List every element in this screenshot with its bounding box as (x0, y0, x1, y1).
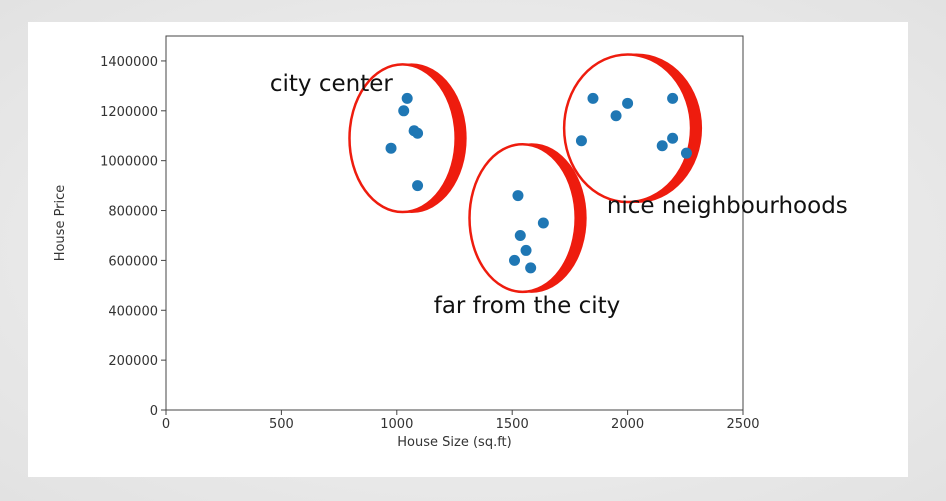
data-point (525, 262, 537, 274)
data-point (512, 190, 524, 202)
x-tick-label: 0 (162, 417, 170, 432)
y-tick-label: 600000 (108, 254, 158, 269)
data-point (514, 229, 526, 241)
data-point (610, 110, 622, 122)
data-point (667, 132, 679, 144)
cluster-circles (348, 53, 703, 294)
y-tick-label: 200000 (108, 354, 158, 369)
data-point (412, 180, 424, 192)
data-point (667, 92, 679, 104)
cluster-annotation: far from the city (434, 293, 621, 319)
data-point (520, 244, 532, 256)
data-point (398, 105, 410, 117)
data-point (680, 147, 692, 159)
data-point (401, 92, 413, 104)
y-axis-label: House Price (53, 185, 68, 262)
x-axis-ticks: 0 500 1000 1500 2000 2500 (162, 410, 760, 432)
x-axis-label: House Size (sq.ft) (397, 435, 511, 450)
scatter-chart: 0 500 1000 1500 2000 2500 0 200000 400000 600000… (53, 35, 848, 450)
x-tick-label: 500 (269, 417, 294, 432)
slide-card: 0 500 1000 1500 2000 2500 0 200000 400000 600000… (28, 22, 908, 477)
x-tick-label: 1500 (496, 417, 529, 432)
data-point (385, 142, 397, 154)
y-axis-ticks: 0 200000 400000 600000 800000 1000000 1200000 1… (100, 55, 166, 419)
data-point (412, 127, 424, 139)
y-tick-label: 1400000 (100, 55, 158, 70)
cluster-circle (468, 142, 577, 294)
data-point (575, 135, 587, 147)
data-point (537, 217, 549, 229)
x-tick-label: 1000 (380, 417, 413, 432)
cluster-circle (348, 63, 457, 214)
x-tick-label: 2000 (611, 417, 644, 432)
annotations: city center far from the city nice neighbo… (270, 71, 848, 319)
data-point (622, 97, 634, 109)
y-tick-label: 800000 (108, 205, 158, 220)
cluster-annotation: nice neighbourhoods (607, 193, 848, 219)
cluster-annotation: city center (270, 71, 394, 97)
y-tick-label: 0 (150, 404, 158, 419)
y-tick-label: 1000000 (100, 155, 158, 170)
data-point (587, 92, 599, 104)
y-tick-label: 1200000 (100, 105, 158, 120)
x-tick-label: 2500 (726, 417, 759, 432)
y-tick-label: 400000 (108, 304, 158, 319)
data-points (385, 92, 692, 274)
data-point (656, 140, 668, 152)
plot-frame (165, 35, 744, 411)
data-point (509, 254, 521, 266)
cluster-circle (562, 53, 693, 204)
